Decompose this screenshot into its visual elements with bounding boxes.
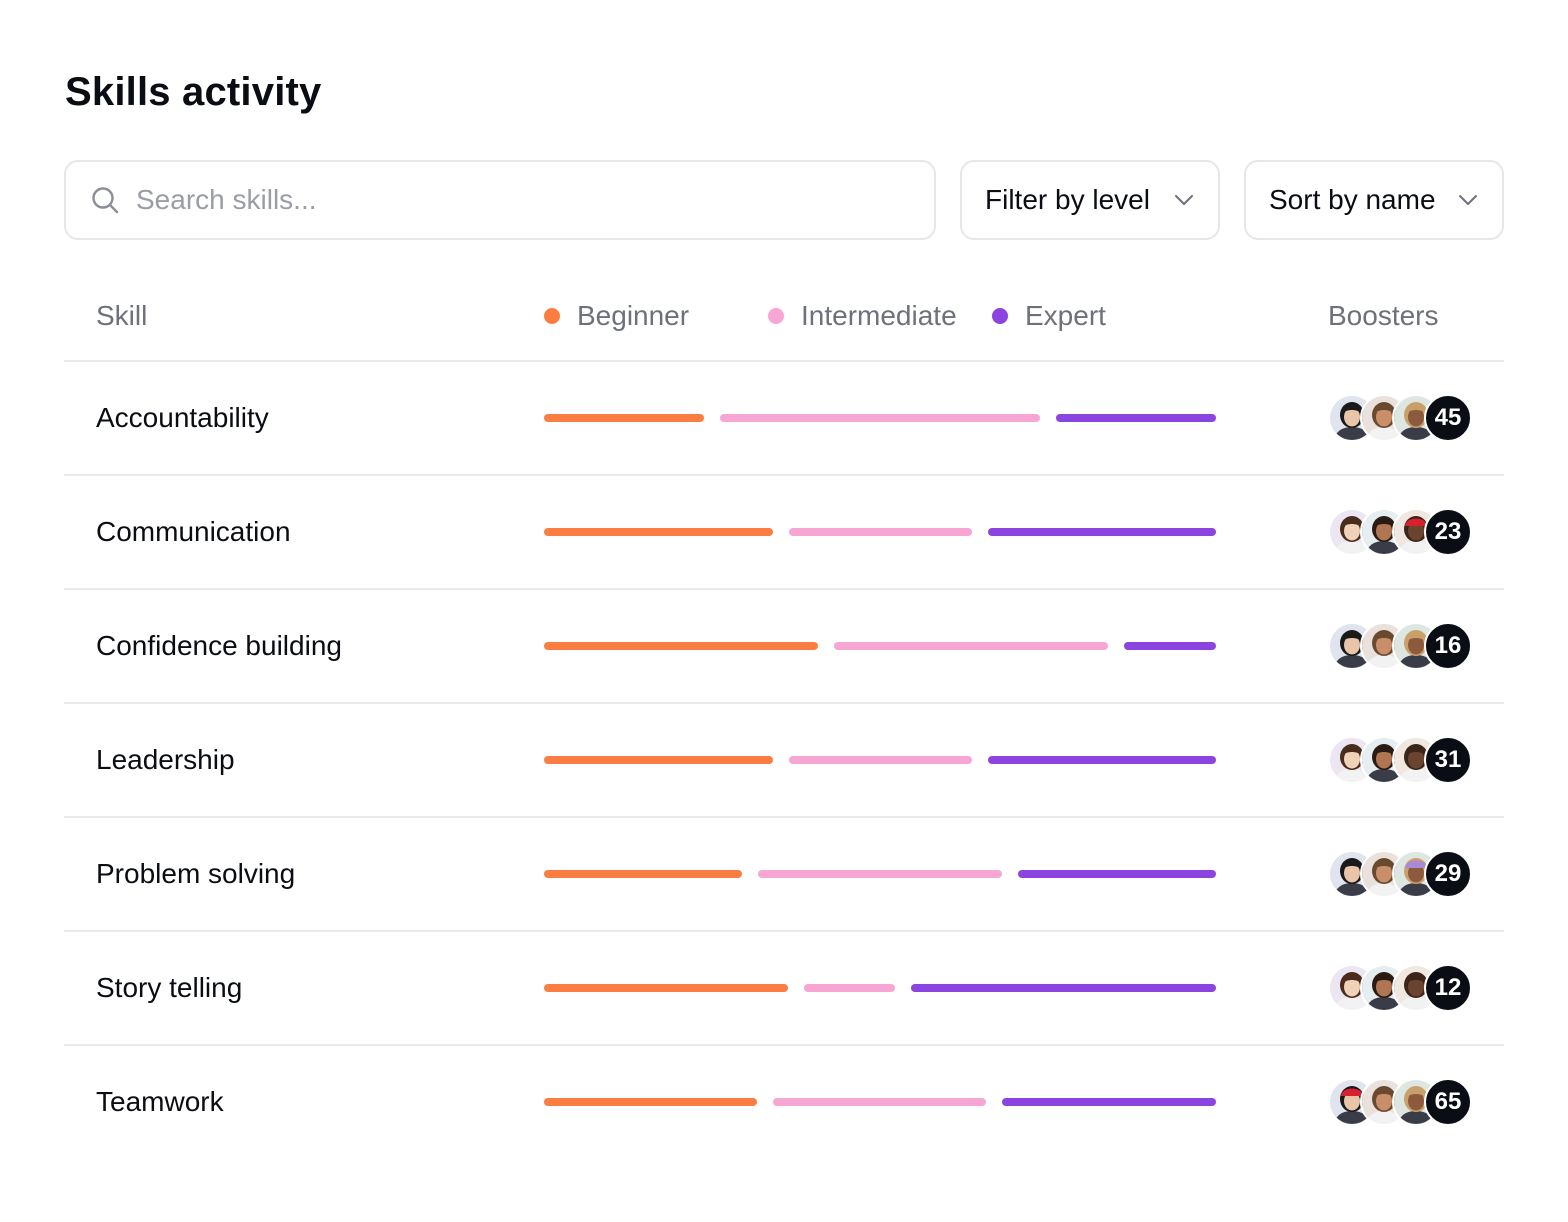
boosters-avatars[interactable]: 29 [1328, 850, 1478, 898]
table-row[interactable]: Communication 23 [64, 476, 1504, 590]
avatar-woman-curly-hair[interactable] [1360, 394, 1408, 442]
level-distribution-bars [544, 870, 1216, 878]
search-icon [92, 187, 119, 214]
boosters-count-badge[interactable]: 65 [1424, 1078, 1472, 1126]
bar-intermediate [789, 756, 972, 764]
table-header: Skill Beginner Intermediate Expert Boost… [64, 272, 1504, 362]
boosters-count-badge[interactable]: 31 [1424, 736, 1472, 784]
filter-by-level-dropdown[interactable]: Filter by level [960, 160, 1220, 240]
table-row[interactable]: Accountability 45 [64, 362, 1504, 476]
legend-label-beginner: Beginner [577, 300, 690, 331]
bar-beginner [544, 870, 742, 878]
boosters-avatars[interactable]: 45 [1328, 394, 1478, 442]
sort-label: Sort by name [1269, 184, 1436, 215]
level-distribution-bars [544, 528, 1216, 536]
table-row[interactable]: Leadership 31 [64, 704, 1504, 818]
bar-intermediate [720, 414, 1040, 422]
table-row[interactable]: Confidence building 16 [64, 590, 1504, 704]
boosters-avatars[interactable]: 23 [1328, 508, 1478, 556]
bar-beginner [544, 528, 773, 536]
table-row[interactable]: Story telling 12 [64, 932, 1504, 1046]
bar-intermediate [773, 1098, 986, 1106]
legend-dot-expert [992, 308, 1008, 324]
level-distribution-bars [544, 1098, 1216, 1106]
skill-name: Leadership [96, 744, 235, 775]
filter-label: Filter by level [985, 184, 1150, 215]
table-row[interactable]: Teamwork 65 [64, 1046, 1504, 1160]
bar-beginner [544, 984, 788, 992]
page-title: Skills activity [65, 70, 322, 114]
skills-table-body: Accountability 45 Communication 23 Confidenc… [64, 362, 1504, 1160]
legend-intermediate: Intermediate [768, 300, 957, 332]
column-header-skill[interactable]: Skill [96, 300, 148, 331]
bar-beginner [544, 642, 818, 650]
bar-expert [1018, 870, 1216, 878]
bar-expert [1124, 642, 1216, 650]
skill-name: Communication [96, 516, 291, 547]
boosters-count-badge[interactable]: 23 [1424, 508, 1472, 556]
boosters-count-badge[interactable]: 12 [1424, 964, 1472, 1012]
boosters-avatars[interactable]: 12 [1328, 964, 1478, 1012]
legend-beginner: Beginner [544, 300, 689, 332]
boosters-count-badge[interactable]: 29 [1424, 850, 1472, 898]
level-distribution-bars [544, 984, 1216, 992]
bar-intermediate [804, 984, 895, 992]
bar-expert [1002, 1098, 1216, 1106]
boosters-avatars[interactable]: 16 [1328, 622, 1478, 670]
table-row[interactable]: Problem solving 29 [64, 818, 1504, 932]
bar-beginner [544, 756, 773, 764]
legend-label-intermediate: Intermediate [801, 300, 957, 331]
person-icon [1362, 966, 1406, 1010]
bar-expert [988, 756, 1216, 764]
search-box[interactable] [64, 160, 936, 240]
bar-intermediate [789, 528, 972, 536]
chevron-down-icon [1459, 195, 1477, 205]
skill-name: Problem solving [96, 858, 296, 889]
bar-beginner [544, 414, 704, 422]
level-distribution-bars [544, 414, 1216, 422]
skill-name: Confidence building [96, 630, 342, 661]
sort-by-name-dropdown[interactable]: Sort by name [1244, 160, 1504, 240]
boosters-count-badge[interactable]: 16 [1424, 622, 1472, 670]
boosters-avatars[interactable]: 65 [1328, 1078, 1478, 1126]
bar-beginner [544, 1098, 757, 1106]
legend-dot-beginner [544, 308, 560, 324]
bar-intermediate [834, 642, 1108, 650]
bar-expert [1056, 414, 1216, 422]
bar-expert [988, 528, 1216, 536]
boosters-count-badge[interactable]: 45 [1424, 394, 1472, 442]
level-distribution-bars [544, 756, 1216, 764]
legend-label-expert: Expert [1025, 300, 1106, 331]
bar-intermediate [758, 870, 1002, 878]
column-header-boosters[interactable]: Boosters [1328, 300, 1439, 331]
legend-expert: Expert [992, 300, 1106, 332]
bar-expert [911, 984, 1216, 992]
search-input[interactable] [136, 184, 896, 216]
boosters-avatars[interactable]: 31 [1328, 736, 1478, 784]
skill-name: Teamwork [96, 1086, 224, 1117]
legend-dot-intermediate [768, 308, 784, 324]
level-distribution-bars [544, 642, 1216, 650]
skill-name: Accountability [96, 402, 269, 433]
skill-name: Story telling [96, 972, 243, 1003]
chevron-down-icon [1175, 195, 1193, 205]
